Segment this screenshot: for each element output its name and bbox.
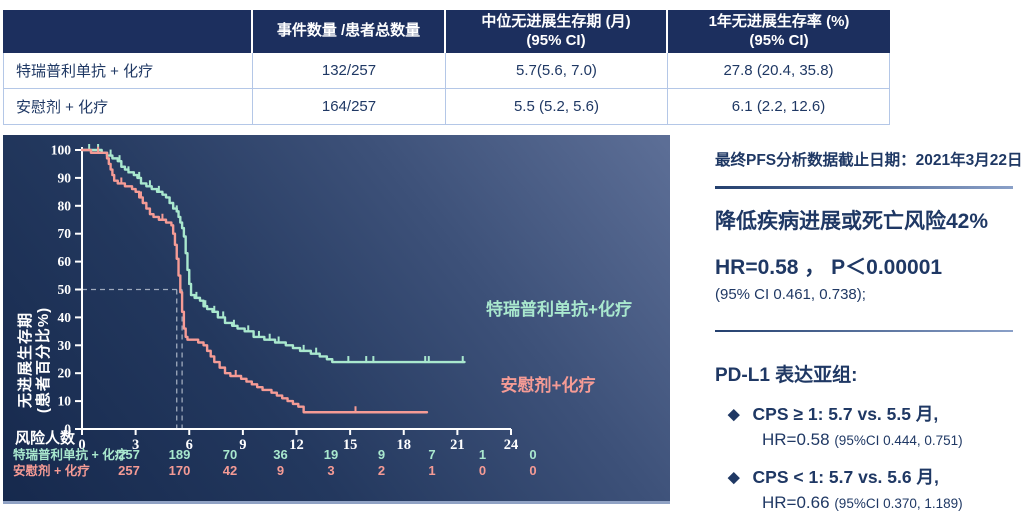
risk-value: 0: [529, 447, 536, 462]
header-rate-line2: (95% CI): [749, 31, 809, 49]
risk-value: 170: [169, 463, 191, 478]
x-tick-label: 24: [504, 437, 519, 453]
x-tick-label: 12: [289, 437, 304, 453]
pfs-summary-table: 事件数量 /患者总数量 中位无进展生存期 (月) (95% CI) 1年无进展生…: [3, 10, 890, 125]
x-tick-label: 0: [78, 437, 85, 453]
hr-ci: (95%CI 0.370, 1.189): [834, 496, 963, 511]
axes: [81, 147, 511, 430]
x-tick-label: 9: [239, 437, 246, 453]
curve-label-toripalimab: 特瑞普利单抗+化疗: [486, 299, 632, 319]
header-cell-1yr-rate: 1年无进展生存率 (%) (95% CI): [668, 10, 890, 53]
risk-value: 1: [479, 447, 486, 462]
one-year-rate-value: 27.8 (20.4, 35.8): [668, 53, 890, 89]
divider-top: [715, 186, 1013, 189]
x-tick-label: 3: [132, 437, 139, 453]
header-cell-empty: [3, 10, 253, 53]
risk-value: 9: [378, 447, 385, 462]
km-chart-panel: 无进展生存期 (患者百分比%) 0 10 20 30 40 50 60 70 80 90 100 0 3 6 9…: [3, 135, 670, 504]
y-axis-title-line2: (患者百分比%): [34, 307, 52, 413]
risk-value: 257: [118, 447, 140, 462]
y-tick-label: 20: [58, 366, 72, 381]
risk-value: 36: [273, 447, 287, 462]
header-events-label: 事件数量 /患者总数量: [276, 22, 421, 40]
y-tick-label: 60: [58, 254, 72, 269]
risk-value: 3: [327, 463, 334, 478]
hr-value: HR=0.66: [762, 493, 830, 512]
y-axis-title-line1: 无进展生存期: [16, 312, 34, 409]
x-tick-label: 18: [397, 437, 412, 453]
table-header-row: 事件数量 /患者总数量 中位无进展生存期 (月) (95% CI) 1年无进展生…: [3, 10, 890, 53]
hr-value: HR=0.58: [762, 430, 830, 449]
risk-value: 2: [378, 463, 385, 478]
risk-value: 7: [428, 447, 435, 462]
risk-value: 70: [223, 447, 237, 462]
risk-row-label: 特瑞普利单抗 + 化疗: [13, 447, 128, 462]
subgroup-bullet-cps-ge1: ◆ CPS ≥ 1: 5.7 vs. 5.5 月,: [715, 401, 1033, 426]
diamond-bullet-icon: ◆: [728, 468, 740, 486]
x-tick-label: 21: [450, 437, 465, 453]
diamond-bullet-icon: ◆: [728, 405, 740, 423]
header-cell-median-pfs: 中位无进展生存期 (月) (95% CI): [446, 10, 668, 53]
arm-name: 特瑞普利单抗 + 化疗: [3, 53, 253, 89]
events-value: 132/257: [253, 53, 446, 89]
header-rate-line1: 1年无进展生存率 (%): [708, 12, 850, 30]
y-tick-label: 70: [58, 226, 72, 241]
risk-value: 0: [529, 463, 536, 478]
y-tick-label: 50: [58, 282, 72, 297]
km-curve-placebo: [80, 148, 429, 414]
median-dashed-lines: [82, 288, 183, 429]
one-year-rate-value: 6.1 (2.2, 12.6): [668, 89, 890, 125]
risk-value: 19: [324, 447, 338, 462]
data-cutoff-note: 最终PFS分析数据截止日期：2021年3月22日: [715, 152, 1023, 169]
x-tick-label: 6: [186, 437, 193, 453]
confidence-interval-line: (95% CI 0.461, 0.738);: [715, 285, 866, 303]
risk-value: 1: [428, 463, 435, 478]
subgroup-cps-ge1-text: CPS ≥ 1: 5.7 vs. 5.5 月,: [752, 404, 939, 424]
y-tick-label: 90: [58, 170, 72, 185]
risk-reduction-headline: 降低疾病进展或死亡风险42%: [715, 209, 989, 233]
y-tick-label: 0: [64, 422, 71, 437]
table-row-toripalimab: 特瑞普利单抗 + 化疗 132/257 5.7(5.6, 7.0) 27.8 (…: [3, 53, 890, 89]
header-median-line2: (95% CI): [526, 31, 586, 49]
risk-value: 189: [169, 447, 191, 462]
y-tick-label: 40: [58, 310, 72, 325]
pdl1-subgroup-title: PD-L1 表达亚组:: [715, 365, 858, 386]
y-tick-label: 100: [51, 143, 72, 158]
subgroup-cps-lt1-hr: HR=0.66 (95%CI 0.370, 1.189): [715, 493, 1033, 513]
header-cell-events: 事件数量 /患者总数量: [253, 10, 446, 53]
hazard-ratio-line: HR=0.58 ， P＜0.00001: [715, 255, 943, 279]
header-median-line1: 中位无进展生存期 (月): [481, 12, 631, 30]
km-curve-toripalimab: [80, 148, 466, 364]
subgroup-cps-lt1-text: CPS < 1: 5.7 vs. 5.6 月,: [752, 467, 939, 487]
risk-value: 0: [479, 463, 486, 478]
median-pfs-value: 5.5 (5.2, 5.6): [446, 89, 668, 125]
events-value: 164/257: [253, 89, 446, 125]
risk-value: 9: [277, 463, 284, 478]
risk-value: 257: [118, 463, 140, 478]
risk-table-title: 风险人数: [15, 429, 76, 447]
x-tick-label: 15: [343, 437, 358, 453]
table-row-placebo: 安慰剂 + 化疗 164/257 5.5 (5.2, 5.6) 6.1 (2.2…: [3, 89, 890, 125]
median-pfs-value: 5.7(5.6, 7.0): [446, 53, 668, 89]
curve-label-placebo: 安慰剂+化疗: [501, 375, 596, 395]
subgroup-cps-ge1-hr: HR=0.58 (95%CI 0.444, 0.751): [715, 430, 1033, 450]
right-panel: 最终PFS分析数据截止日期：2021年3月22日 降低疾病进展或死亡风险42% …: [700, 140, 1033, 513]
y-tick-label: 10: [58, 394, 72, 409]
risk-row-label: 安慰剂 + 化疗: [13, 463, 90, 478]
risk-value: 42: [223, 463, 237, 478]
hr-ci: (95%CI 0.444, 0.751): [834, 433, 963, 448]
subgroup-bullet-cps-lt1: ◆ CPS < 1: 5.7 vs. 5.6 月,: [715, 464, 1033, 489]
divider-bottom: [715, 329, 1013, 332]
y-tick-label: 30: [58, 338, 72, 353]
y-tick-label: 80: [58, 198, 72, 213]
arm-name: 安慰剂 + 化疗: [3, 89, 253, 125]
